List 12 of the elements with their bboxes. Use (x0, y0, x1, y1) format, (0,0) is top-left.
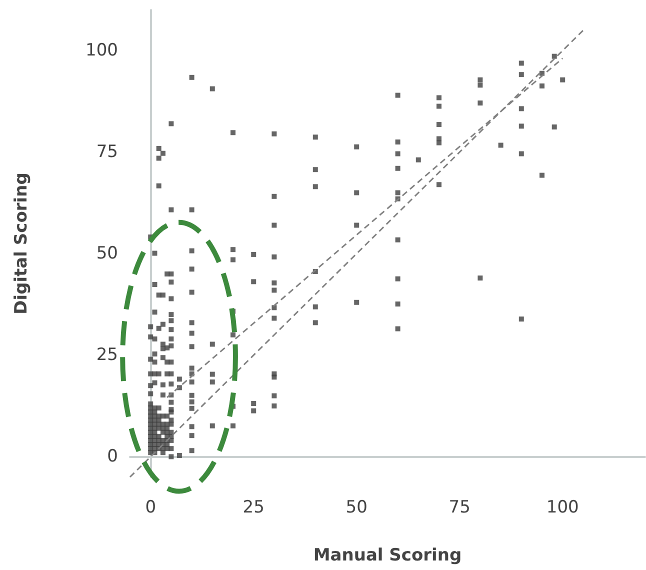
y-tick-label: 50 (96, 244, 118, 264)
y-tick-label: 25 (96, 345, 118, 366)
x-tick-label: 50 (346, 498, 368, 518)
y-axis-title: Digital Scoring (12, 172, 32, 314)
y-tick-label: 0 (107, 446, 118, 467)
x-axis-title: Manual Scoring (313, 546, 462, 566)
y-tick-label: 100 (86, 40, 118, 61)
y-tick-label: 75 (96, 142, 118, 162)
x-tick-label: 75 (448, 498, 470, 518)
x-tick-label: 25 (242, 498, 264, 518)
x-tick-label: 0 (145, 498, 156, 518)
x-tick-label: 100 (546, 498, 579, 518)
